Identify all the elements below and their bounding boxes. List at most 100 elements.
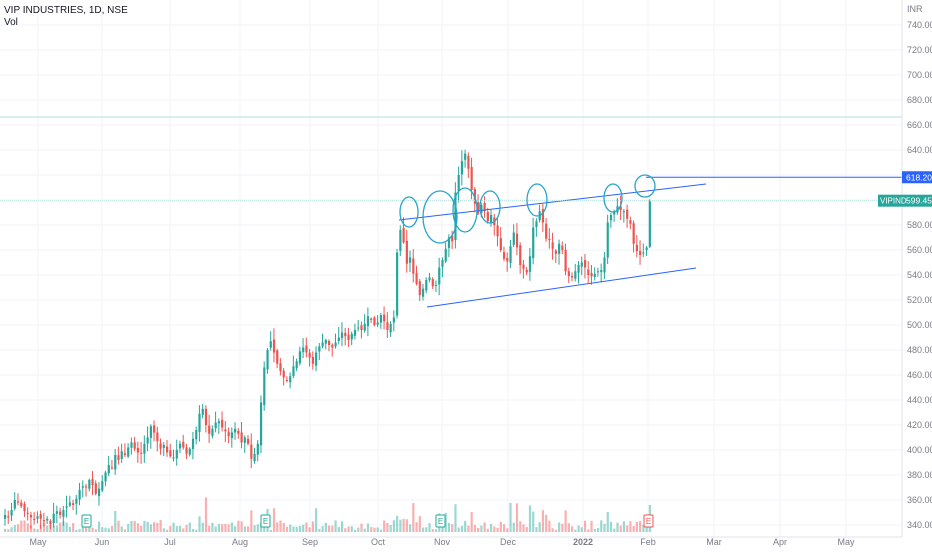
candle-body <box>337 337 340 342</box>
candle-body <box>68 502 71 506</box>
candle-body <box>221 419 224 428</box>
candle-body <box>20 502 23 507</box>
price-tick-label: 560.00 <box>907 245 932 255</box>
hline-price-tag <box>902 171 932 184</box>
volume-bar <box>52 525 55 532</box>
volume-bar <box>282 522 285 532</box>
earnings-marker <box>643 514 654 528</box>
candle-body <box>234 428 237 433</box>
time-tick-label: Mar <box>706 537 722 547</box>
candle-body <box>522 264 525 269</box>
candle-body <box>590 273 593 277</box>
volume-bar <box>72 523 75 532</box>
volume-bar <box>279 520 282 532</box>
volume-bar <box>561 523 564 532</box>
candle-body <box>302 347 305 353</box>
candle-body <box>36 516 39 519</box>
candle-body <box>198 413 201 432</box>
volume-bar <box>444 512 447 532</box>
volume-bar <box>250 510 253 532</box>
candle-body <box>156 432 159 442</box>
candle-body <box>42 520 46 522</box>
candle-body <box>182 441 185 448</box>
time-tick-label: Nov <box>434 537 451 547</box>
lower-trendline <box>426 267 697 308</box>
candle-body <box>412 258 415 274</box>
price-tick-label: 340.00 <box>907 520 932 530</box>
volume-bar <box>470 511 473 532</box>
volume-bar <box>4 528 7 532</box>
candle-body <box>496 225 499 237</box>
candle-body <box>554 250 557 254</box>
candle-body <box>29 514 33 518</box>
candle-body <box>447 237 451 248</box>
time-tick-label: May <box>29 537 47 547</box>
candle-body <box>127 447 130 457</box>
volume-bar <box>146 521 149 532</box>
candle-body <box>250 444 253 459</box>
volume-bar <box>493 526 496 532</box>
volume-bar <box>234 526 237 532</box>
highlight-circle <box>526 183 548 217</box>
candle-body <box>305 345 308 353</box>
time-tick-label: Jul <box>164 537 176 547</box>
candle-body <box>418 281 421 295</box>
price-labels: E E E E 618.20 VIPIND 599.45 <box>81 171 932 528</box>
candle-body <box>117 455 120 460</box>
candle-body <box>609 215 613 221</box>
candle-body <box>240 432 243 443</box>
candle-body <box>224 429 227 432</box>
volume-bar <box>366 523 370 532</box>
candle-body <box>512 232 515 245</box>
volume-bar <box>221 524 224 532</box>
volume-bar <box>600 520 603 532</box>
candle-body <box>571 276 574 278</box>
volume-bar <box>149 524 152 532</box>
volume-bar <box>16 524 20 532</box>
volume-bar <box>409 524 412 532</box>
candle-body <box>72 503 75 505</box>
volume-bar <box>169 526 172 532</box>
hline-price-value: 618.20 <box>906 172 932 182</box>
candle-body <box>548 238 551 240</box>
candle-body <box>81 486 84 488</box>
time-tick-label: May <box>837 537 855 547</box>
candle-body <box>247 438 250 444</box>
volume-bar <box>376 527 379 532</box>
candle-body <box>253 453 256 461</box>
candle-body <box>622 211 626 213</box>
volume-bar <box>175 526 178 532</box>
candle-body <box>7 516 10 518</box>
volume-bar <box>305 522 308 532</box>
volume-bar <box>379 529 383 532</box>
volume-bar <box>431 529 434 532</box>
candle-body <box>353 330 357 336</box>
chart-header: VIP INDUSTRIES, 1D, NSE Vol <box>4 5 128 29</box>
candle-body <box>470 167 473 190</box>
volume-bar <box>227 524 230 532</box>
volume-bar <box>272 508 276 532</box>
candle-body <box>62 510 65 517</box>
candle-body <box>276 350 279 364</box>
volume-bar <box>538 522 541 532</box>
volume-bar <box>240 521 243 532</box>
price-tick-label: 740.00 <box>907 20 932 30</box>
candle-body <box>344 332 347 337</box>
candle-body <box>580 262 583 267</box>
volume-bar <box>506 528 509 532</box>
candle-body <box>298 351 302 364</box>
candle-body <box>237 430 240 434</box>
volume-bar <box>188 522 191 532</box>
candle-body <box>4 515 7 519</box>
candle-body <box>532 227 535 259</box>
volume-bar <box>127 523 130 532</box>
candle-body <box>606 222 609 258</box>
candle-body <box>480 205 483 214</box>
candle-body <box>230 432 233 439</box>
candle-body <box>379 315 383 323</box>
volume-bar <box>337 526 340 532</box>
volume-bar <box>42 522 46 532</box>
candle-body <box>107 465 110 474</box>
